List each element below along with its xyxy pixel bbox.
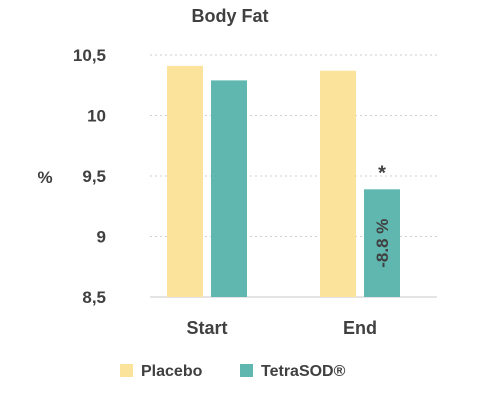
y-tick-label: 10 (87, 107, 106, 126)
legend: Placebo TetraSOD® (120, 363, 346, 380)
bar-tetrasod-start (211, 80, 247, 297)
bars (167, 65, 400, 297)
y-tick-label: 9,5 (82, 167, 106, 186)
y-tick-labels: 8,5 9 9,5 10 10,5 (73, 46, 106, 307)
x-category-labels: Start End (186, 318, 377, 338)
y-tick-label: 9 (97, 228, 106, 247)
x-category-label: Start (186, 318, 227, 338)
chart-title: Body Fat (191, 6, 268, 26)
legend-label: TetraSOD® (261, 363, 346, 380)
annotations: * -8.8 % (373, 162, 392, 267)
legend-swatch-tetrasod (240, 364, 253, 377)
change-label: -8.8 % (373, 219, 392, 268)
legend-swatch-placebo (120, 364, 133, 377)
y-axis-label: % (37, 168, 52, 187)
bar-placebo-start (167, 65, 203, 297)
bar-placebo-end (320, 70, 356, 297)
significance-marker: * (378, 162, 386, 184)
y-tick-label: 10,5 (73, 46, 106, 65)
x-category-label: End (343, 318, 377, 338)
bar-tetrasod-end (364, 189, 400, 297)
y-tick-label: 8,5 (82, 288, 106, 307)
legend-label: Placebo (141, 363, 203, 380)
